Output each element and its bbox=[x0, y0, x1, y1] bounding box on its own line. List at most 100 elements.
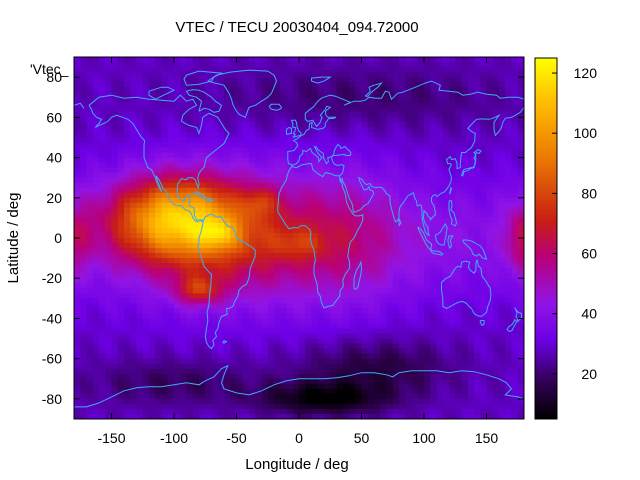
heatmap-cell bbox=[192, 363, 200, 370]
heatmap-cell bbox=[399, 112, 406, 118]
heatmap-cell bbox=[180, 238, 188, 244]
heatmap-cell bbox=[380, 77, 388, 83]
heatmap-cell bbox=[311, 192, 319, 199]
heatmap-cell bbox=[174, 248, 181, 254]
heatmap-cell bbox=[217, 152, 225, 159]
heatmap-cell bbox=[399, 238, 406, 244]
heatmap-cell bbox=[161, 358, 169, 365]
heatmap-cell bbox=[274, 293, 281, 299]
heatmap-cell bbox=[167, 117, 175, 123]
heatmap-cell bbox=[449, 162, 456, 169]
heatmap-cell bbox=[349, 177, 356, 184]
heatmap-cell bbox=[205, 333, 213, 340]
heatmap-cell bbox=[474, 238, 481, 244]
heatmap-cell bbox=[211, 383, 219, 390]
heatmap-cell bbox=[517, 172, 524, 179]
heatmap-cell bbox=[155, 308, 163, 315]
heatmap-cell bbox=[299, 398, 306, 405]
heatmap-cell bbox=[424, 273, 431, 279]
heatmap-cell bbox=[336, 147, 344, 154]
heatmap-cell bbox=[461, 62, 469, 68]
heatmap-cell bbox=[511, 197, 519, 204]
heatmap-cell bbox=[224, 313, 231, 320]
heatmap-cell bbox=[174, 212, 181, 219]
heatmap-cell bbox=[124, 398, 131, 405]
heatmap-cell bbox=[142, 172, 150, 179]
heatmap-cell bbox=[236, 358, 244, 365]
heatmap-cell bbox=[155, 207, 163, 214]
heatmap-cell bbox=[205, 338, 213, 345]
heatmap-cell bbox=[292, 393, 300, 400]
heatmap-cell bbox=[236, 248, 244, 254]
heatmap-cell bbox=[199, 338, 206, 345]
heatmap-cell bbox=[480, 122, 488, 128]
heatmap-cell bbox=[499, 147, 506, 154]
heatmap-cell bbox=[411, 238, 419, 244]
heatmap-cell bbox=[374, 102, 381, 108]
heatmap-cell bbox=[430, 77, 438, 83]
heatmap-cell bbox=[236, 232, 244, 239]
heatmap-cell bbox=[492, 298, 500, 304]
heatmap-cell bbox=[499, 152, 506, 159]
heatmap-cell bbox=[330, 127, 338, 134]
heatmap-cell bbox=[249, 132, 256, 139]
heatmap-cell bbox=[149, 192, 156, 199]
heatmap-cell bbox=[236, 107, 244, 113]
heatmap-cell bbox=[167, 142, 175, 149]
heatmap-cell bbox=[342, 298, 350, 304]
heatmap-cell bbox=[467, 288, 475, 294]
heatmap-cell bbox=[499, 268, 506, 274]
heatmap-cell bbox=[136, 222, 144, 229]
heatmap-cell bbox=[286, 112, 294, 118]
heatmap-cell bbox=[274, 112, 281, 118]
heatmap-cell bbox=[80, 112, 88, 118]
heatmap-cell bbox=[299, 273, 306, 279]
heatmap-cell bbox=[130, 288, 138, 294]
heatmap-cell bbox=[517, 353, 524, 360]
heatmap-cell bbox=[424, 263, 431, 269]
heatmap-cell bbox=[167, 167, 175, 174]
heatmap-cell bbox=[111, 202, 119, 209]
heatmap-cell bbox=[305, 102, 313, 108]
heatmap-cell bbox=[111, 172, 119, 179]
heatmap-cell bbox=[217, 388, 225, 395]
heatmap-cell bbox=[205, 212, 213, 219]
heatmap-cell bbox=[217, 217, 225, 224]
heatmap-cell bbox=[280, 182, 288, 189]
heatmap-cell bbox=[217, 212, 225, 219]
heatmap-cell bbox=[492, 358, 500, 365]
heatmap-cell bbox=[99, 323, 106, 330]
heatmap-cell bbox=[117, 273, 125, 279]
heatmap-cell bbox=[430, 232, 438, 239]
heatmap-cell bbox=[280, 82, 288, 88]
heatmap-cell bbox=[155, 57, 163, 63]
heatmap-cell bbox=[411, 253, 419, 259]
heatmap-cell bbox=[367, 227, 375, 234]
heatmap-cell bbox=[336, 117, 344, 123]
heatmap-cell bbox=[86, 273, 94, 279]
heatmap-cell bbox=[149, 263, 156, 269]
heatmap-cell bbox=[180, 192, 188, 199]
heatmap-cell bbox=[486, 388, 494, 395]
heatmap-cell bbox=[230, 127, 238, 134]
heatmap-cell bbox=[280, 248, 288, 254]
heatmap-cell bbox=[517, 393, 524, 400]
heatmap-cell bbox=[99, 67, 106, 73]
heatmap-cell bbox=[142, 162, 150, 169]
heatmap-cell bbox=[167, 62, 175, 68]
heatmap-cell bbox=[299, 107, 306, 113]
heatmap-cell bbox=[267, 363, 275, 370]
heatmap-cell bbox=[92, 278, 100, 284]
heatmap-cell bbox=[92, 363, 100, 370]
heatmap-cell bbox=[124, 192, 131, 199]
heatmap-cell bbox=[261, 217, 269, 224]
heatmap-cell bbox=[74, 172, 81, 179]
heatmap-cell bbox=[492, 177, 500, 184]
heatmap-cell bbox=[424, 333, 431, 340]
heatmap-cell bbox=[186, 308, 194, 315]
heatmap-cell bbox=[367, 338, 375, 345]
heatmap-cell bbox=[286, 72, 294, 78]
heatmap-cell bbox=[349, 263, 356, 269]
heatmap-cell bbox=[499, 167, 506, 174]
heatmap-cell bbox=[480, 82, 488, 88]
